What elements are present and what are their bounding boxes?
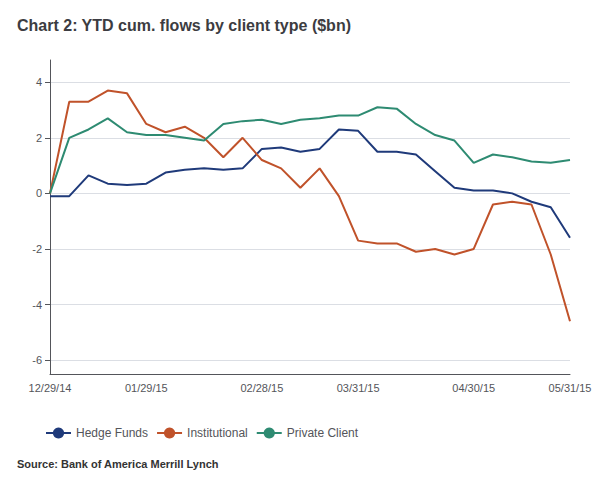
svg-text:4: 4 [36,76,42,88]
svg-text:-2: -2 [32,243,42,255]
svg-text:Source: Bank of America Merril: Source: Bank of America Merrill Lynch [17,458,219,470]
svg-text:03/31/15: 03/31/15 [337,382,380,394]
svg-text:02/28/15: 02/28/15 [240,382,283,394]
svg-text:Institutional: Institutional [187,426,248,440]
svg-text:0: 0 [36,187,42,199]
svg-text:01/29/15: 01/29/15 [125,382,168,394]
svg-text:Hedge Funds: Hedge Funds [76,426,148,440]
svg-text:Chart 2: YTD cum. flows by cli: Chart 2: YTD cum. flows by client type (… [17,17,351,34]
svg-text:-4: -4 [32,299,42,311]
svg-text:04/30/15: 04/30/15 [452,382,495,394]
svg-text:-6: -6 [32,354,42,366]
svg-text:05/31/15: 05/31/15 [549,382,592,394]
svg-text:2: 2 [36,132,42,144]
svg-text:Private Client: Private Client [287,426,359,440]
svg-text:12/29/14: 12/29/14 [29,382,72,394]
